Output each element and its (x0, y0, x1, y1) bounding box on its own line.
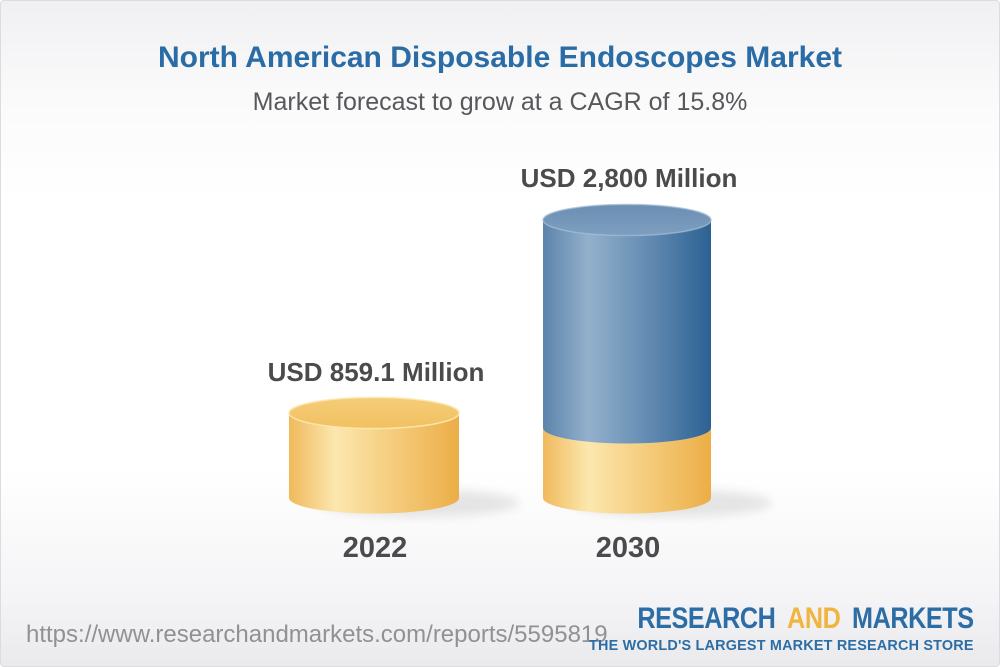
value-label-2030: USD 2,800 Million (520, 163, 738, 193)
logo-word-and: AND (787, 602, 841, 635)
logo-tagline: THE WORLD'S LARGEST MARKET RESEARCH STOR… (589, 637, 974, 654)
chart-subtitle: Market forecast to grow at a CAGR of 15.… (252, 88, 748, 116)
logo-word-research: RESEARCH (637, 602, 776, 635)
logo-wordmark: RESEARCH AND MARKETS (637, 602, 975, 635)
bar-2030-yellow-segment (543, 428, 711, 514)
value-label-2022: USD 859.1 Million (267, 357, 485, 387)
bar-2022-top (288, 396, 460, 430)
research-and-markets-logo: RESEARCH AND MARKETS THE WORLD'S LARGEST… (573, 602, 975, 654)
bar-2030-blue-segment (543, 220, 711, 444)
category-label-2022: 2022 (342, 532, 408, 564)
bar-2022-body (289, 413, 459, 514)
chart-title: North American Disposable Endoscopes Mar… (157, 41, 843, 74)
bar-2022-cylinder (288, 396, 519, 517)
logo-word-markets: MARKETS (852, 602, 974, 635)
bar-2030-top (542, 203, 712, 237)
category-label-2030: 2030 (595, 532, 661, 564)
bar-2030-cylinder (542, 203, 772, 517)
report-url: https://www.researchandmarkets.com/repor… (26, 621, 608, 648)
